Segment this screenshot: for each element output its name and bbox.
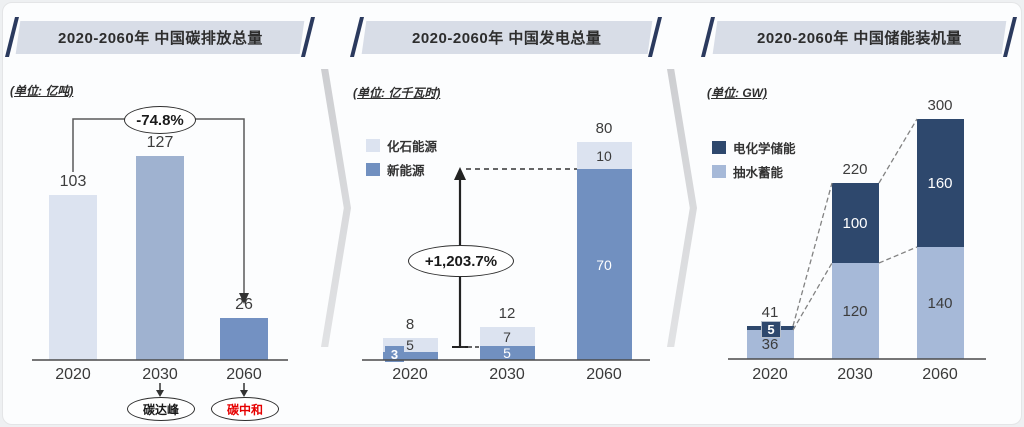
panel2-header: 2020-2060年 中国发电总量 <box>361 21 653 54</box>
total-label: 8 <box>405 316 415 334</box>
value-label: 26 <box>235 296 253 314</box>
change-label-emissions: -74.8% <box>136 111 184 129</box>
power-seg-新能源-2020 <box>382 351 438 360</box>
total-label: 41 <box>761 304 779 322</box>
change-label-power: +1,203.7% <box>424 252 498 270</box>
electrochemical-swatch-icon <box>712 141 726 154</box>
legend-power-generation: 化石能源 新能源 <box>366 136 437 179</box>
segment-value-label: 10 <box>596 147 612 164</box>
fossil-energy-label: 化石能源 <box>387 140 438 154</box>
segment-value-label: 5 <box>406 337 414 353</box>
storage-seg-抽水蓄能-2060 <box>916 247 964 359</box>
x-axis-label: 2020 <box>752 366 788 383</box>
electrochemical-2020-value-box: 5 <box>761 321 781 338</box>
segment-value-label: 5 <box>503 345 511 362</box>
new-energy-swatch-icon <box>366 163 380 176</box>
storage-seg-电化学储能-2060 <box>916 119 964 247</box>
new-energy-label: 新能源 <box>387 164 425 178</box>
value-label: 127 <box>146 134 174 152</box>
segment-value-label: 120 <box>842 302 868 320</box>
x-axis-label: 2030 <box>489 366 525 383</box>
emissions-bar-2060 <box>220 318 268 360</box>
pumped-hydro-label: 抽水蓄能 <box>733 166 784 180</box>
emissions-bar-2030 <box>136 156 184 360</box>
x-axis-label: 2020 <box>55 366 91 383</box>
power-seg-化石能源-2060 <box>576 142 632 170</box>
panel1-title: 2020-2060年 中国碳排放总量 <box>57 30 263 47</box>
panel1-header: 2020-2060年 中国碳排放总量 <box>15 21 305 54</box>
peak-ellipse-label: 碳达峰 <box>142 402 179 417</box>
neutral-ellipse: 碳中和 <box>211 397 279 421</box>
segment-value-label: 140 <box>927 294 953 312</box>
power-seg-新能源-2060 <box>576 169 632 360</box>
x-axis-label: 2060 <box>586 366 622 383</box>
power-seg-化石能源-2030 <box>479 327 535 347</box>
neutral-ellipse-label: 碳中和 <box>226 402 263 417</box>
total-label: 12 <box>498 305 516 323</box>
legend-item-fossil: 化石能源 <box>366 136 437 155</box>
pumped-hydro-swatch-icon <box>712 165 726 178</box>
legend-item-electrochemical: 电化学储能 <box>712 138 796 157</box>
storage-seg-电化学储能-2030 <box>831 183 879 263</box>
segment-value-label: 100 <box>842 214 868 232</box>
panel2-title: 2020-2060年 中国发电总量 <box>412 30 602 47</box>
value-label: 103 <box>59 172 87 190</box>
peak-ellipse: 碳达峰 <box>127 397 195 421</box>
x-axis-label: 2030 <box>142 366 178 383</box>
total-label: 300 <box>927 97 953 114</box>
x-axis-label: 2020 <box>392 366 428 383</box>
x-axis-label: 2060 <box>226 366 262 383</box>
panel3-unit-label: (单位: GW) <box>707 86 767 100</box>
panel2-unit-label: (单位: 亿千瓦时) <box>353 86 441 100</box>
change-ellipse-power: +1,203.7% <box>408 245 514 277</box>
total-label: 220 <box>842 161 868 178</box>
legend-storage: 电化学储能 抽水蓄能 <box>712 138 796 181</box>
segment-value-label: 7 <box>503 328 511 345</box>
segment-value-label: 160 <box>927 174 953 192</box>
fossil-energy-swatch-icon <box>366 139 380 152</box>
segment-value-label: 36 <box>761 336 779 354</box>
power-seg-新能源-2030 <box>479 346 535 360</box>
storage-seg-抽水蓄能-2030 <box>831 263 879 359</box>
electrochemical-label: 电化学储能 <box>733 142 796 156</box>
legend-item-newenergy: 新能源 <box>366 160 437 179</box>
x-axis-label: 2030 <box>837 366 873 383</box>
panel3-title: 2020-2060年 中国储能装机量 <box>757 30 962 47</box>
newenergy-2020-value-box: 3 <box>385 346 404 362</box>
change-ellipse-emissions: -74.8% <box>124 106 196 134</box>
x-axis-label: 2060 <box>922 366 958 383</box>
segment-value-label: 70 <box>596 256 612 273</box>
total-label: 80 <box>595 120 613 137</box>
panel3-header: 2020-2060年 中国储能装机量 <box>712 21 1007 54</box>
legend-item-pumped: 抽水蓄能 <box>712 162 796 181</box>
emissions-bar-2020 <box>49 194 97 360</box>
panel1-unit-label: (单位: 亿吨) <box>10 84 74 98</box>
